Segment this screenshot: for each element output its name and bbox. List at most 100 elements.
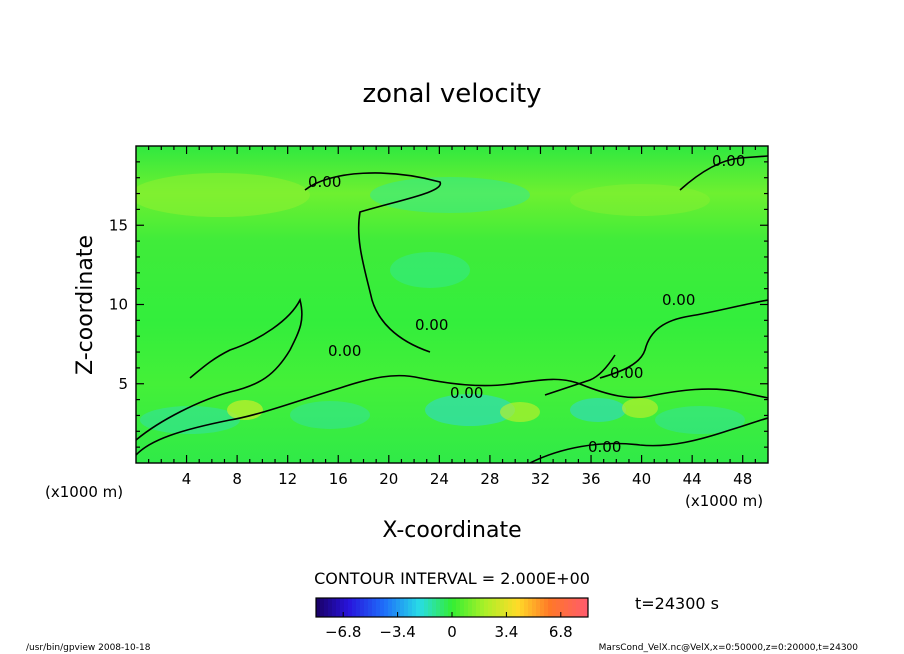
contour-line	[544, 354, 616, 396]
x-tick-label: 12	[278, 470, 297, 488]
colorbar-cell	[584, 598, 589, 617]
contour-line	[304, 172, 441, 353]
colorbar-cell	[444, 598, 449, 617]
colorbar-cell	[416, 598, 421, 617]
x-tick-label: 8	[232, 470, 242, 488]
colorbar-tick-label: 6.8	[549, 623, 573, 641]
colorbar-cell	[456, 598, 461, 617]
colorbar	[316, 598, 589, 617]
colorbar-cell	[336, 598, 341, 617]
heatmap-patches	[136, 173, 745, 434]
contour-line	[679, 155, 768, 191]
colorbar-cell	[556, 598, 561, 617]
colorbar-cell	[552, 598, 557, 617]
colorbar-cell	[564, 598, 569, 617]
colorbar-cell	[528, 598, 533, 617]
y-tick-label: 10	[109, 296, 128, 314]
colorbar-cell	[496, 598, 501, 617]
contour-label: 0.00	[308, 173, 341, 191]
patch-cyan	[425, 394, 515, 426]
patch-cyan	[655, 406, 745, 434]
y-axis-ticks: 5 10 15	[109, 161, 768, 448]
colorbar-cell	[324, 598, 329, 617]
colorbar-ticks: −6.8 −3.4 0 3.4 6.8	[325, 612, 573, 641]
colorbar-cell	[524, 598, 529, 617]
y-tick-label: 15	[109, 216, 128, 234]
colorbar-tick-label: 0	[447, 623, 457, 641]
patch-cyan	[370, 177, 530, 213]
colorbar-cell	[436, 598, 441, 617]
contour-label: 0.00	[662, 291, 695, 309]
colorbar-cell	[424, 598, 429, 617]
patch-cyan	[140, 406, 240, 434]
contour-label: 0.00	[450, 384, 483, 402]
colorbar-cell	[352, 598, 357, 617]
contour-label: 0.00	[610, 364, 643, 382]
y-axis-label: Z-coordinate	[73, 235, 98, 375]
footer-right: MarsCond_VelX.nc@VelX,x=0:50000,z=0:2000…	[599, 643, 859, 653]
contour-line	[599, 299, 768, 379]
colorbar-cell	[580, 598, 585, 617]
colorbar-cell	[396, 598, 401, 617]
colorbar-cell	[464, 598, 469, 617]
colorbar-cell	[540, 598, 545, 617]
colorbar-cell	[412, 598, 417, 617]
colorbar-cell	[548, 598, 553, 617]
colorbar-cell	[432, 598, 437, 617]
colorbar-cell	[364, 598, 369, 617]
colorbar-tick-label: 3.4	[494, 623, 518, 641]
x-tick-label: 40	[632, 470, 651, 488]
colorbar-cell	[520, 598, 525, 617]
colorbar-cell	[468, 598, 473, 617]
contour-label: 0.00	[415, 316, 448, 334]
colorbar-cell	[408, 598, 413, 617]
colorbar-cell	[472, 598, 477, 617]
colorbar-cell	[332, 598, 337, 617]
colorbar-cell	[448, 598, 453, 617]
colorbar-cell	[316, 598, 321, 617]
x-axis-ticks: 4 8 12 16 20 24 28 32 36 40 44 48	[148, 146, 756, 488]
colorbar-cell	[576, 598, 581, 617]
colorbar-cell	[344, 598, 349, 617]
colorbar-cell	[348, 598, 353, 617]
x-unit-left: (x1000 m)	[45, 483, 123, 501]
colorbar-cell	[380, 598, 385, 617]
colorbar-cell	[536, 598, 541, 617]
colorbar-cell	[320, 598, 325, 617]
colorbar-cell	[340, 598, 345, 617]
colorbar-tick-label: −3.4	[379, 623, 415, 641]
x-tick-label: 4	[182, 470, 192, 488]
colorbar-cell	[440, 598, 445, 617]
colorbar-tick-label: −6.8	[325, 623, 361, 641]
colorbar-cell	[572, 598, 577, 617]
x-axis-label: X-coordinate	[382, 518, 521, 543]
colorbar-cell	[476, 598, 481, 617]
colorbar-cell	[516, 598, 521, 617]
colorbar-cell	[460, 598, 465, 617]
colorbar-cell	[504, 598, 509, 617]
colorbar-cell	[356, 598, 361, 617]
colorbar-cell	[388, 598, 393, 617]
contour-line	[136, 374, 768, 456]
contour-label: 0.00	[712, 152, 745, 170]
colorbar-cell	[512, 598, 517, 617]
x-tick-label: 28	[480, 470, 499, 488]
colorbar-cell	[544, 598, 549, 617]
colorbar-cell	[484, 598, 489, 617]
colorbar-cell	[480, 598, 485, 617]
colorbar-cell	[404, 598, 409, 617]
colorbar-cell	[384, 598, 389, 617]
colorbar-cell	[560, 598, 565, 617]
x-tick-label: 44	[683, 470, 702, 488]
contour-line	[136, 297, 303, 441]
contour-line	[529, 417, 768, 463]
patch-cyan	[290, 401, 370, 429]
colorbar-cell	[500, 598, 505, 617]
x-tick-label: 48	[733, 470, 752, 488]
time-label: t=24300 s	[635, 594, 719, 613]
patch-yellow	[500, 402, 540, 422]
contour-label: 0.00	[328, 342, 361, 360]
x-unit-right: (x1000 m)	[685, 492, 763, 510]
heatmap-field: 0.00 0.00 0.00 0.00 0.00 0.00 0.00 0.00	[136, 146, 768, 463]
x-tick-label: 36	[581, 470, 600, 488]
